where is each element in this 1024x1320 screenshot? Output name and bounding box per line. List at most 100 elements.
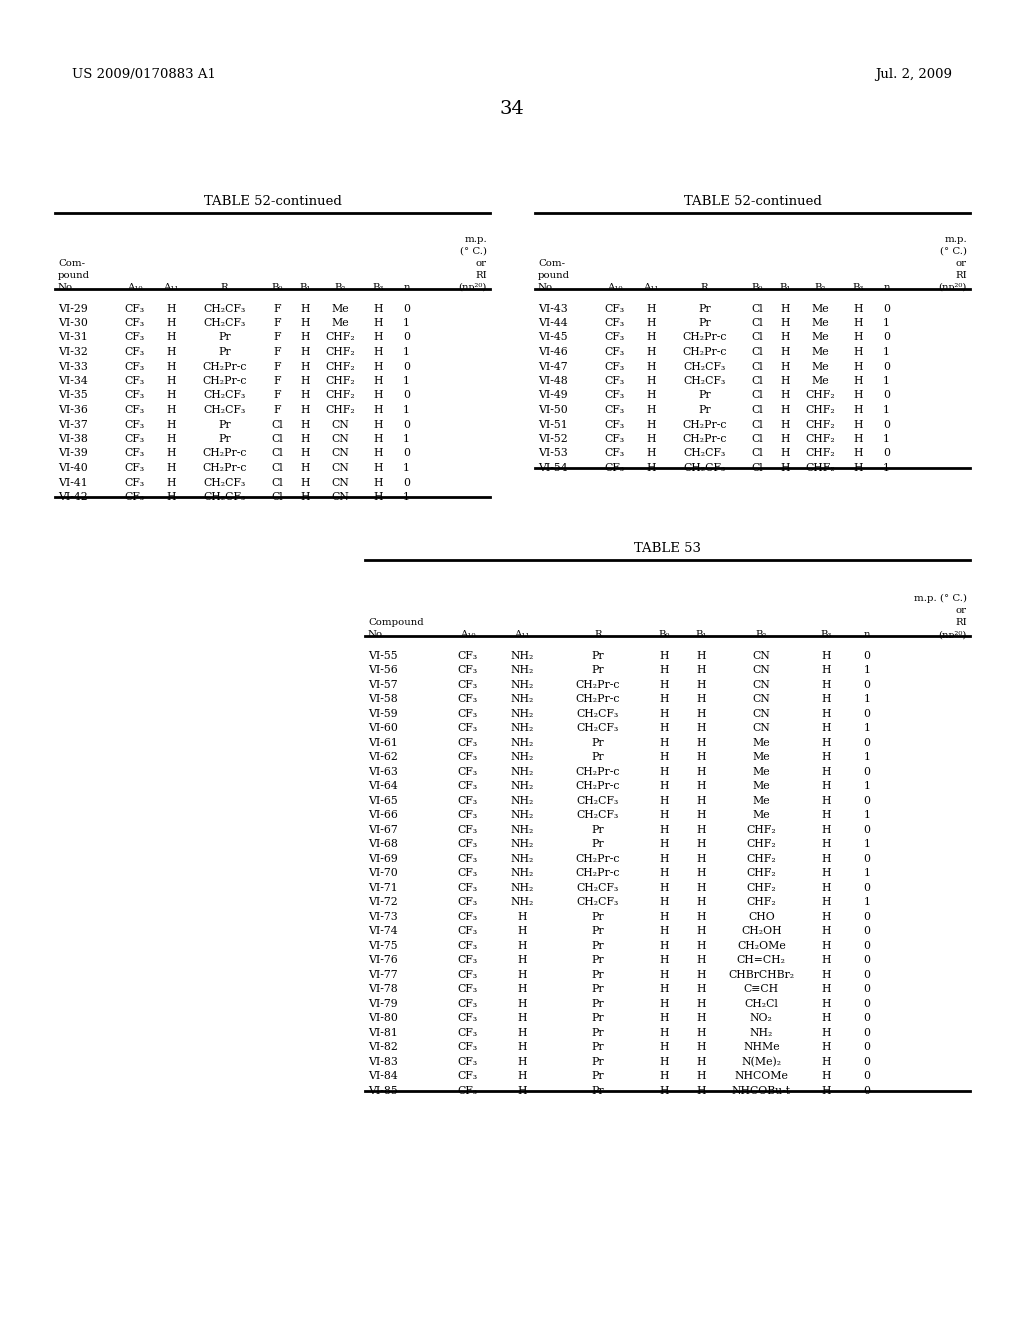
- Text: m.p.: m.p.: [464, 235, 487, 244]
- Text: H: H: [373, 449, 383, 458]
- Text: VI-43: VI-43: [538, 304, 567, 314]
- Text: R: R: [700, 282, 709, 292]
- Text: H: H: [646, 434, 655, 444]
- Text: R: R: [594, 630, 602, 639]
- Text: CH₂Pr-c: CH₂Pr-c: [203, 463, 247, 473]
- Text: US 2009/0170883 A1: US 2009/0170883 A1: [72, 69, 216, 81]
- Text: F: F: [273, 304, 282, 314]
- Text: CH₂CF₃: CH₂CF₃: [204, 405, 246, 414]
- Text: CH₂CF₃: CH₂CF₃: [683, 362, 726, 371]
- Text: VI-33: VI-33: [58, 362, 88, 371]
- Text: CN: CN: [332, 492, 349, 502]
- Text: Pr: Pr: [592, 1085, 604, 1096]
- Text: B₀: B₀: [271, 282, 283, 292]
- Text: H: H: [696, 781, 706, 791]
- Text: 0: 0: [863, 1056, 870, 1067]
- Text: CHF₂: CHF₂: [805, 420, 835, 429]
- Text: H: H: [517, 1071, 527, 1081]
- Text: H: H: [696, 927, 706, 936]
- Text: VI-37: VI-37: [58, 420, 88, 429]
- Text: H: H: [821, 694, 831, 704]
- Text: 0: 0: [403, 362, 411, 371]
- Text: Cl: Cl: [752, 304, 763, 314]
- Text: VI-69: VI-69: [368, 854, 397, 863]
- Text: CF₃: CF₃: [458, 985, 478, 994]
- Text: H: H: [659, 825, 670, 834]
- Text: CF₃: CF₃: [458, 723, 478, 733]
- Text: C≡CH: C≡CH: [743, 985, 779, 994]
- Text: H: H: [659, 752, 670, 762]
- Text: NO₂: NO₂: [750, 1012, 773, 1023]
- Text: 0: 0: [403, 304, 411, 314]
- Text: H: H: [646, 376, 655, 385]
- Text: H: H: [853, 391, 862, 400]
- Text: m.p.: m.p.: [944, 235, 967, 244]
- Text: H: H: [300, 449, 309, 458]
- Text: Cl: Cl: [752, 333, 763, 342]
- Text: 0: 0: [863, 1027, 870, 1038]
- Text: H: H: [821, 998, 831, 1008]
- Text: H: H: [646, 362, 655, 371]
- Text: NH₂: NH₂: [511, 898, 534, 907]
- Text: CHF₂: CHF₂: [746, 898, 776, 907]
- Text: 0: 0: [863, 796, 870, 805]
- Text: VI-48: VI-48: [538, 376, 567, 385]
- Text: H: H: [646, 333, 655, 342]
- Text: H: H: [696, 998, 706, 1008]
- Text: 1: 1: [863, 723, 870, 733]
- Text: m.p. (° C.): m.p. (° C.): [914, 594, 967, 603]
- Text: Me: Me: [753, 767, 770, 776]
- Text: CN: CN: [332, 420, 349, 429]
- Text: CHF₂: CHF₂: [326, 405, 355, 414]
- Text: H: H: [659, 869, 670, 878]
- Text: H: H: [821, 970, 831, 979]
- Text: CF₃: CF₃: [124, 391, 144, 400]
- Text: CF₃: CF₃: [458, 854, 478, 863]
- Text: 1: 1: [863, 810, 870, 820]
- Text: CHF₂: CHF₂: [746, 869, 776, 878]
- Text: 0: 0: [863, 998, 870, 1008]
- Text: H: H: [659, 810, 670, 820]
- Text: No.: No.: [538, 282, 556, 292]
- Text: CH₂CF₃: CH₂CF₃: [577, 709, 620, 718]
- Text: (° C.): (° C.): [940, 247, 967, 256]
- Text: H: H: [659, 985, 670, 994]
- Text: 1: 1: [883, 434, 890, 444]
- Text: H: H: [300, 405, 309, 414]
- Text: H: H: [696, 883, 706, 892]
- Text: H: H: [821, 1041, 831, 1052]
- Text: 1: 1: [863, 694, 870, 704]
- Text: H: H: [659, 956, 670, 965]
- Text: CF₃: CF₃: [604, 391, 625, 400]
- Text: CN: CN: [332, 449, 349, 458]
- Text: H: H: [853, 333, 862, 342]
- Text: B₁: B₁: [779, 282, 791, 292]
- Text: CN: CN: [753, 651, 770, 660]
- Text: F: F: [273, 391, 282, 400]
- Text: CF₃: CF₃: [458, 796, 478, 805]
- Text: Me: Me: [332, 304, 349, 314]
- Text: CF₃: CF₃: [124, 318, 144, 327]
- Text: CH₂Pr-c: CH₂Pr-c: [575, 781, 621, 791]
- Text: No.: No.: [58, 282, 76, 292]
- Text: n: n: [403, 282, 410, 292]
- Text: 0: 0: [863, 680, 870, 689]
- Text: 1: 1: [403, 318, 411, 327]
- Text: CH₂CF₃: CH₂CF₃: [683, 463, 726, 473]
- Text: H: H: [696, 825, 706, 834]
- Text: Pr: Pr: [592, 1027, 604, 1038]
- Text: H: H: [517, 985, 527, 994]
- Text: CF₃: CF₃: [458, 912, 478, 921]
- Text: H: H: [166, 420, 175, 429]
- Text: CF₃: CF₃: [458, 680, 478, 689]
- Text: RI: RI: [955, 271, 967, 280]
- Text: 0: 0: [863, 956, 870, 965]
- Text: H: H: [373, 333, 383, 342]
- Text: H: H: [517, 912, 527, 921]
- Text: Pr: Pr: [592, 927, 604, 936]
- Text: CF₃: CF₃: [458, 709, 478, 718]
- Text: CF₃: CF₃: [458, 941, 478, 950]
- Text: 0: 0: [403, 391, 411, 400]
- Text: (nᴅ²⁰): (nᴅ²⁰): [939, 282, 967, 292]
- Text: CH₂Pr-c: CH₂Pr-c: [575, 694, 621, 704]
